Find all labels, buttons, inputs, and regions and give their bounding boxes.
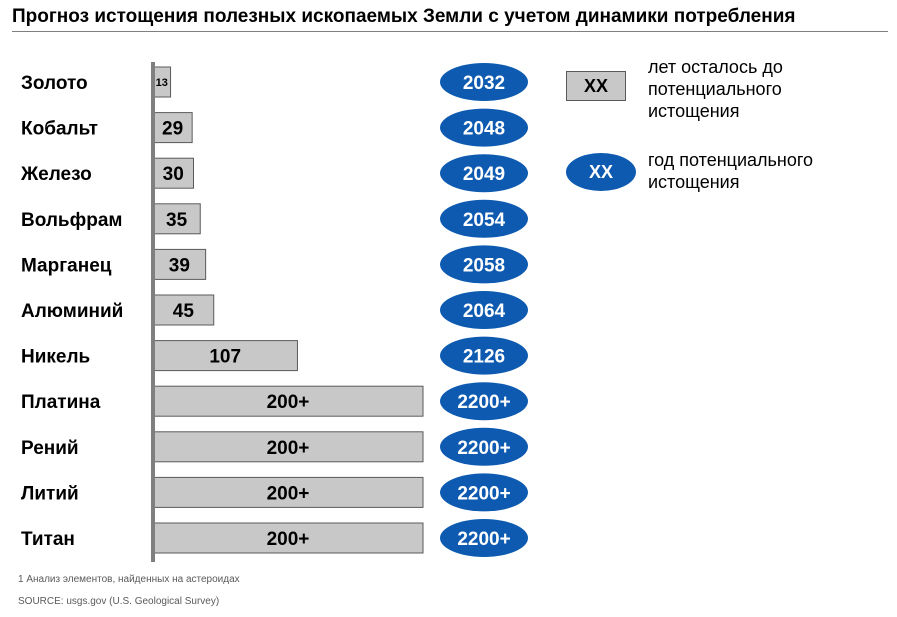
bar-value-label: 29 — [162, 119, 183, 140]
year-oval — [440, 245, 528, 284]
bar-value-label: 200+ — [267, 392, 310, 413]
year-label: 2049 — [463, 164, 505, 185]
category-label: Платина — [21, 392, 101, 413]
year-oval — [440, 291, 528, 329]
category-label: Рений — [21, 438, 79, 459]
bar-value-label: 45 — [173, 301, 195, 322]
year-oval — [440, 382, 528, 421]
year-oval — [440, 336, 528, 375]
year-label: 2054 — [463, 210, 506, 231]
category-label: Кобальт — [21, 119, 98, 140]
year-oval — [440, 63, 528, 101]
year-oval — [440, 154, 528, 193]
category-label: Никель — [21, 347, 90, 368]
bar — [152, 157, 194, 189]
bar-value-label: 35 — [166, 210, 188, 231]
year-oval — [440, 108, 528, 147]
year-label: 2032 — [463, 73, 505, 94]
year-label: 2058 — [463, 255, 505, 276]
category-label: Золото — [21, 73, 88, 94]
bar-value-label: 13 — [156, 77, 168, 89]
bar-value-label: 200+ — [267, 483, 310, 504]
year-label: 2200+ — [457, 529, 510, 550]
year-oval — [440, 427, 528, 466]
year-label: 2200+ — [457, 392, 510, 413]
chart-title: Прогноз истощения полезных ископаемых Зе… — [12, 6, 796, 27]
category-label: Железо — [20, 164, 92, 185]
source-note: SOURCE: usgs.gov (U.S. Geological Survey… — [18, 596, 220, 607]
legend-box-swatch: XX — [566, 71, 626, 101]
year-label: 2200+ — [457, 483, 510, 504]
bar-value-label: 200+ — [267, 529, 310, 550]
legend-box-text: лет осталось до потенциального истощения — [648, 57, 783, 121]
bar — [152, 385, 424, 417]
bar — [152, 203, 201, 235]
y-axis-line — [151, 62, 155, 562]
year-label: 2048 — [463, 119, 505, 140]
bar — [152, 294, 215, 326]
year-label: 2200+ — [457, 438, 510, 459]
bar — [152, 522, 424, 554]
year-oval — [440, 199, 528, 238]
category-label: Литий — [21, 483, 79, 504]
year-oval — [440, 473, 528, 512]
category-label: Марганец — [21, 255, 112, 276]
legend-oval-swatch: XX — [566, 153, 636, 191]
legend-oval-text: год потенциального истощения — [648, 150, 814, 192]
category-label: Титан — [21, 529, 75, 550]
bar-value-label: 30 — [163, 164, 184, 185]
bar — [152, 340, 298, 372]
bar-value-label: 39 — [169, 255, 190, 276]
title-divider — [12, 31, 888, 32]
year-oval — [440, 519, 528, 557]
year-label: 2064 — [463, 301, 506, 322]
year-label: 2126 — [463, 347, 505, 368]
footnote: 1 Анализ элементов, найденных на астерои… — [18, 574, 240, 585]
bar-value-label: 200+ — [267, 438, 310, 459]
category-label: Алюминий — [21, 301, 123, 322]
category-label: Вольфрам — [21, 210, 122, 231]
bar-value-label: 107 — [209, 347, 241, 368]
